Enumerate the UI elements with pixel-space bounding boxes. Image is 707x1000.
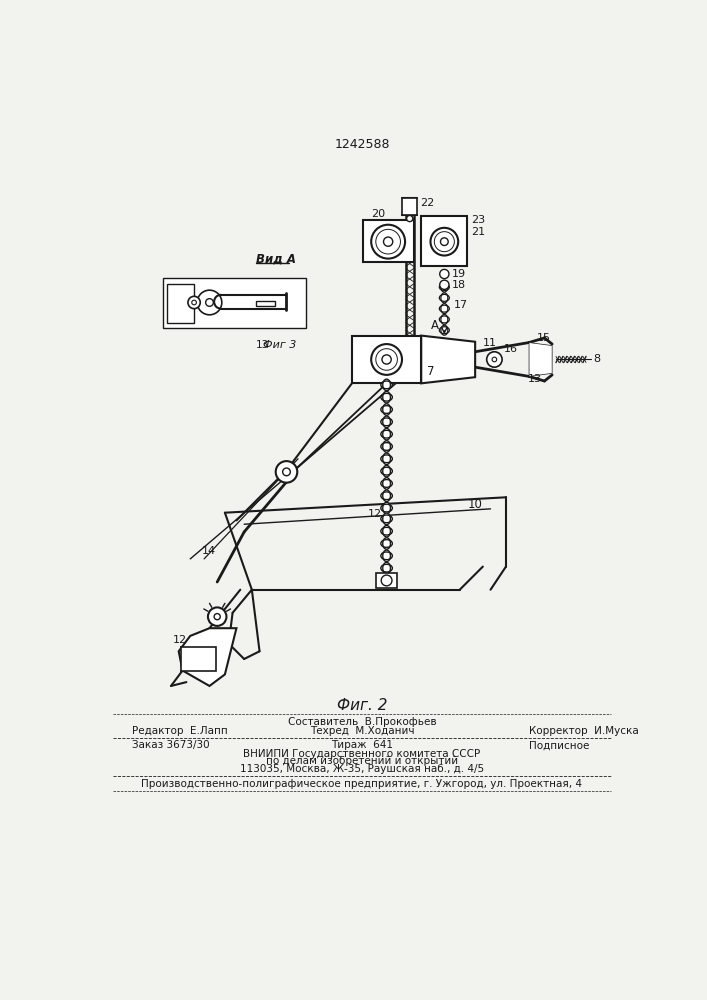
Bar bbox=[402, 198, 417, 215]
Bar bbox=[352, 336, 421, 383]
Circle shape bbox=[381, 575, 392, 586]
Bar bbox=[256, 301, 275, 306]
Text: ВНИИПИ Государственного комитета СССР: ВНИИПИ Государственного комитета СССР bbox=[243, 749, 481, 759]
Circle shape bbox=[440, 280, 449, 289]
Ellipse shape bbox=[382, 465, 390, 477]
Ellipse shape bbox=[441, 314, 448, 324]
Text: 19: 19 bbox=[452, 269, 466, 279]
Text: Составитель  В.Прокофьев: Составитель В.Прокофьев bbox=[288, 717, 436, 727]
Text: Фиг. 2: Фиг. 2 bbox=[337, 698, 387, 713]
Text: 12: 12 bbox=[173, 635, 187, 645]
Ellipse shape bbox=[441, 325, 448, 335]
Circle shape bbox=[440, 269, 449, 279]
Text: 21: 21 bbox=[472, 227, 486, 237]
Ellipse shape bbox=[382, 562, 390, 574]
Polygon shape bbox=[179, 628, 236, 686]
Text: 113035, Москва, Ж-35, Раушская наб., д. 4/5: 113035, Москва, Ж-35, Раушская наб., д. … bbox=[240, 764, 484, 774]
Text: Корректор  И.Муска: Корректор И.Муска bbox=[529, 726, 639, 736]
Circle shape bbox=[188, 296, 200, 309]
Text: А: А bbox=[431, 319, 438, 332]
Text: по делам изобретений и открытий: по делам изобретений и открытий bbox=[266, 756, 458, 766]
Text: Подписное: Подписное bbox=[529, 740, 590, 750]
Text: 22: 22 bbox=[421, 198, 435, 208]
Ellipse shape bbox=[382, 525, 390, 537]
Circle shape bbox=[486, 352, 502, 367]
Ellipse shape bbox=[382, 441, 390, 452]
Ellipse shape bbox=[382, 404, 390, 415]
Text: Техред  М.Ходанич: Техред М.Ходанич bbox=[310, 726, 414, 736]
Text: Вид А: Вид А bbox=[256, 252, 296, 265]
Polygon shape bbox=[529, 343, 552, 376]
Ellipse shape bbox=[441, 304, 448, 314]
Text: 23: 23 bbox=[472, 215, 486, 225]
Text: Заказ 3673/30: Заказ 3673/30 bbox=[132, 740, 210, 750]
Circle shape bbox=[208, 607, 226, 626]
Text: Редактор  Е.Лапп: Редактор Е.Лапп bbox=[132, 726, 228, 736]
Bar bbox=[363, 220, 414, 262]
Bar bbox=[163, 278, 305, 328]
Text: 11: 11 bbox=[483, 338, 497, 348]
Text: 13: 13 bbox=[256, 340, 269, 350]
Text: Тираж  641: Тираж 641 bbox=[331, 740, 393, 750]
Circle shape bbox=[371, 344, 402, 375]
Bar bbox=[376, 573, 397, 588]
Circle shape bbox=[276, 461, 297, 483]
Ellipse shape bbox=[441, 282, 448, 292]
Text: 12: 12 bbox=[368, 509, 382, 519]
Ellipse shape bbox=[441, 293, 448, 303]
Text: 20: 20 bbox=[371, 209, 385, 219]
Ellipse shape bbox=[382, 416, 390, 428]
Text: 1242588: 1242588 bbox=[334, 138, 390, 151]
Text: 16: 16 bbox=[503, 344, 518, 354]
Ellipse shape bbox=[382, 513, 390, 525]
Circle shape bbox=[197, 290, 222, 315]
Ellipse shape bbox=[382, 550, 390, 562]
Ellipse shape bbox=[382, 428, 390, 440]
Text: Производственно-полиграфическое предприятие, г. Ужгород, ул. Проектная, 4: Производственно-полиграфическое предприя… bbox=[141, 779, 583, 789]
Ellipse shape bbox=[382, 391, 390, 403]
Bar bbox=[181, 647, 216, 671]
Text: 10: 10 bbox=[467, 498, 482, 512]
Circle shape bbox=[371, 225, 405, 259]
Ellipse shape bbox=[382, 453, 390, 465]
Bar bbox=[421, 216, 467, 266]
Circle shape bbox=[407, 215, 413, 222]
Text: 8: 8 bbox=[593, 354, 600, 364]
Text: 14: 14 bbox=[201, 546, 216, 556]
Ellipse shape bbox=[382, 502, 390, 514]
Bar bbox=[167, 284, 194, 323]
Text: 18: 18 bbox=[452, 280, 466, 290]
Ellipse shape bbox=[382, 538, 390, 549]
Text: 13: 13 bbox=[527, 374, 542, 384]
Text: Фиг 3: Фиг 3 bbox=[264, 340, 297, 350]
Circle shape bbox=[431, 228, 458, 256]
Text: 17: 17 bbox=[454, 300, 468, 310]
Ellipse shape bbox=[382, 490, 390, 502]
Text: 15: 15 bbox=[537, 333, 551, 343]
Polygon shape bbox=[421, 336, 475, 383]
Text: 7: 7 bbox=[428, 365, 435, 378]
Ellipse shape bbox=[382, 379, 390, 391]
Ellipse shape bbox=[382, 478, 390, 489]
